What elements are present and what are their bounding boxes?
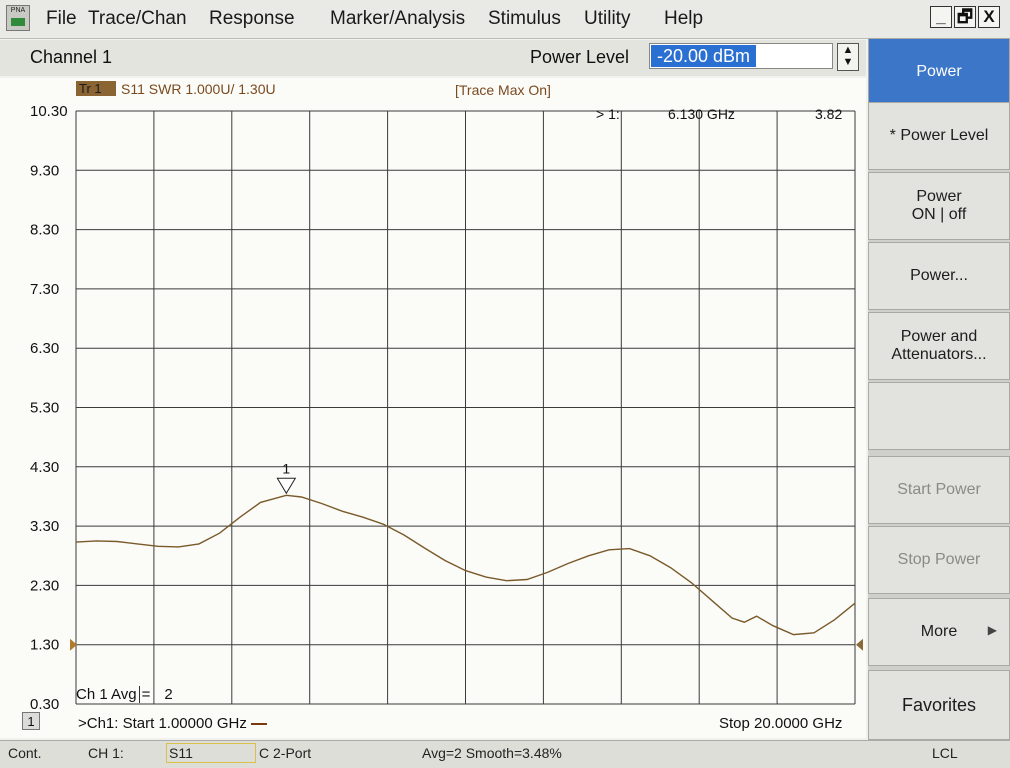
y-tick-label: 5.30 xyxy=(30,400,59,417)
softkey-stop-power[interactable]: Stop Power xyxy=(868,526,1010,594)
power-level-value[interactable]: -20.00 dBm xyxy=(651,45,757,67)
status-avg-smooth: Avg=2 Smooth=3.48% xyxy=(422,745,562,761)
app-icon[interactable]: PNA xyxy=(6,5,30,31)
softkey-power-attenuators[interactable]: Power and Attenuators... xyxy=(868,312,1010,380)
menu-stimulus[interactable]: Stimulus xyxy=(488,8,561,29)
swr-chart[interactable]: 10.309.308.307.306.305.304.303.302.301.3… xyxy=(0,0,866,740)
softkey-favorites[interactable]: Favorites xyxy=(868,670,1010,740)
marker-label: 1 xyxy=(282,460,290,476)
y-tick-label: 7.30 xyxy=(30,281,59,298)
status-measurement: S11 xyxy=(169,745,193,761)
y-tick-label: 2.30 xyxy=(30,577,59,594)
avg-eq: = xyxy=(138,686,157,703)
softkey-start-power[interactable]: Start Power xyxy=(868,456,1010,524)
marker-readout-value: 3.82 xyxy=(815,106,843,122)
softkey-power-on-off[interactable]: Power ON | off xyxy=(868,172,1010,240)
reference-marker-left xyxy=(70,638,77,651)
menu-marker-analysis[interactable]: Marker/Analysis xyxy=(330,8,466,29)
start-frequency-text: >Ch1: Start 1.00000 GHz xyxy=(78,715,247,732)
trace-max-indicator: [Trace Max On] xyxy=(455,82,551,98)
avg-label: Ch 1 Avg xyxy=(76,686,137,703)
marker-readout-id: > 1: xyxy=(596,106,620,122)
y-tick-label: 10.30 xyxy=(30,103,68,120)
sweep-window-number[interactable]: 1 xyxy=(22,712,40,730)
status-mode: Cont. xyxy=(8,745,42,761)
menu-bar xyxy=(0,0,1010,39)
softkey-power[interactable]: Power xyxy=(868,38,1010,106)
reference-marker-right xyxy=(856,638,863,651)
spin-up-icon[interactable]: ▲ xyxy=(842,44,854,56)
marker-readout-frequency: 6.130 GHz xyxy=(668,106,735,122)
softkey-power-level-label: * Power Level xyxy=(889,127,989,144)
softkey-power-dialog[interactable]: Power... xyxy=(868,242,1010,310)
status-cal: C 2-Port xyxy=(259,745,312,761)
softkey-stop-power-label: Stop Power xyxy=(897,551,981,568)
avg-indicator: Ch 1 Avg = 2 xyxy=(76,686,173,703)
y-tick-label: 3.30 xyxy=(30,518,59,535)
restore-button[interactable]: 🗗 xyxy=(954,6,976,28)
softkey-favorites-label: Favorites xyxy=(901,694,977,715)
app-icon-graphic xyxy=(11,18,25,26)
softkey-blank xyxy=(868,382,1010,450)
trace-description: S11 SWR 1.000U/ 1.30U xyxy=(121,81,276,97)
start-frequency: >Ch1: Start 1.00000 GHz xyxy=(78,715,268,732)
status-bar xyxy=(0,740,1010,768)
menu-trace-chan[interactable]: Trace/Chan xyxy=(88,8,187,29)
power-level-label: Power Level xyxy=(530,47,630,67)
y-tick-label: 8.30 xyxy=(30,222,59,239)
y-tick-label: 0.30 xyxy=(30,696,59,713)
trace-line xyxy=(75,494,856,636)
stop-frequency: Stop 20.0000 GHz xyxy=(719,715,843,732)
channel-title: Channel 1 xyxy=(30,47,113,67)
menu-file[interactable]: File xyxy=(46,8,77,29)
menu-help[interactable]: Help xyxy=(664,8,704,29)
softkey-more[interactable]: More ▶ xyxy=(868,598,1010,666)
app-icon-text: PNA xyxy=(10,7,26,14)
trace-badge[interactable]: Tr 1 xyxy=(76,81,116,96)
minimize-button[interactable]: _ xyxy=(930,6,952,28)
softkey-more-label: More xyxy=(920,623,958,640)
softkey-power-on-off-label: Power ON | off xyxy=(911,188,967,223)
menu-utility[interactable]: Utility xyxy=(584,8,631,29)
avg-value: 2 xyxy=(164,686,173,703)
y-tick-label: 1.30 xyxy=(30,637,59,654)
y-tick-label: 4.30 xyxy=(30,459,59,476)
close-button[interactable]: X xyxy=(978,6,1000,28)
softkey-power-attenuators-label: Power and Attenuators... xyxy=(891,328,987,363)
power-level-spinner[interactable]: ▲ ▼ xyxy=(837,43,859,71)
y-tick-label: 9.30 xyxy=(30,162,59,179)
trace-legend-swatch xyxy=(251,723,268,726)
spin-down-icon[interactable]: ▼ xyxy=(842,56,854,68)
softkey-start-power-label: Start Power xyxy=(897,481,981,498)
status-channel: CH 1: xyxy=(88,745,124,761)
y-tick-label: 6.30 xyxy=(30,340,59,357)
status-measurement-box[interactable] xyxy=(166,743,256,763)
status-remote: LCL xyxy=(932,745,958,761)
softkey-power-level[interactable]: * Power Level xyxy=(868,102,1010,170)
marker-triangle-icon xyxy=(276,477,297,495)
softkey-power-dialog-label: Power... xyxy=(910,267,968,284)
arrow-right-icon: ▶ xyxy=(987,623,997,637)
menu-response[interactable]: Response xyxy=(209,8,295,29)
softkey-power-label: Power xyxy=(916,63,962,80)
